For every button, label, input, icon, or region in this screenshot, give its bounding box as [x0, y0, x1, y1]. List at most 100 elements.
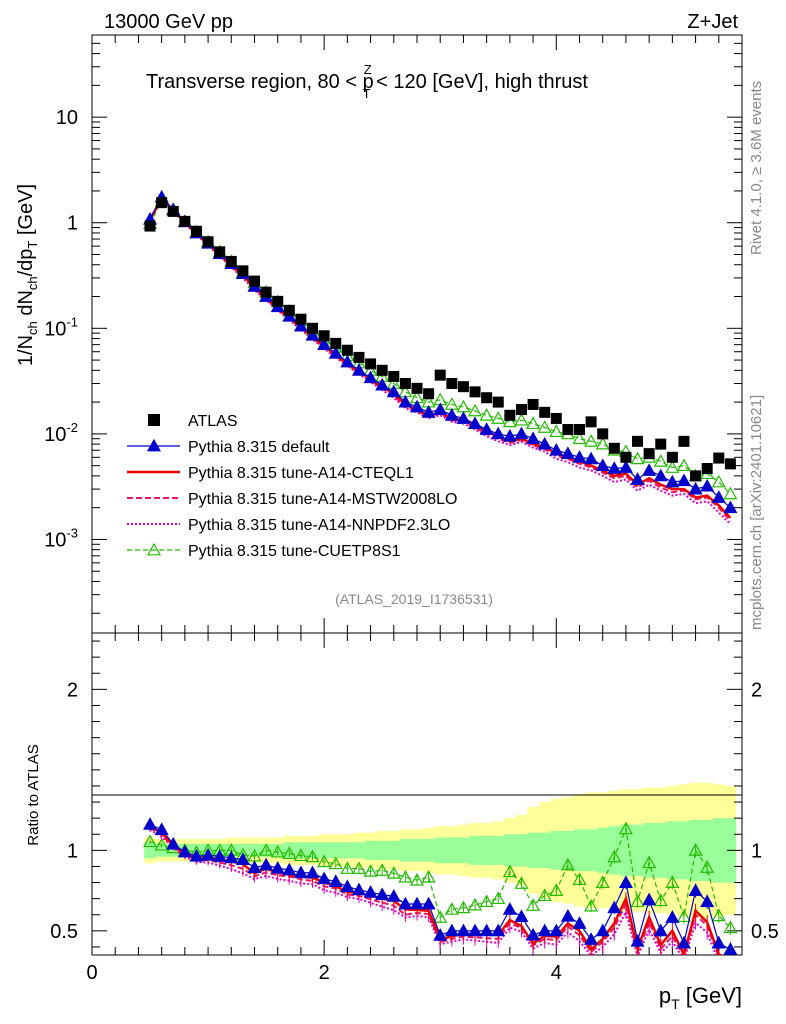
cuetp8s1-main-point — [723, 486, 738, 500]
atlas-point — [144, 220, 156, 232]
atlas-point — [434, 369, 446, 381]
default-ratio-point — [166, 836, 181, 850]
atlas-point — [504, 409, 516, 421]
default-ratio-point — [235, 852, 250, 865]
main-y-axis-label: 1/Nch dNch/dpT [GeV] — [15, 184, 40, 366]
plot-title: Transverse region, 80 < pZ T < 120 [GeV],… — [146, 62, 588, 101]
legend-mstw-label: Pythia 8.315 tune-A14-MSTW2008LO — [188, 491, 457, 508]
default-ratio-point — [293, 865, 308, 879]
default-ratio-point — [154, 822, 169, 835]
atlas-point — [666, 451, 678, 463]
atlas-point — [156, 197, 168, 209]
ratio-y-axis-label: Ratio to ATLAS — [25, 744, 42, 845]
cuetp8s1-ratio-point — [665, 875, 680, 888]
default-ratio-point — [642, 892, 657, 906]
default-main-point — [584, 451, 599, 465]
default-main-point — [595, 458, 610, 472]
default-ratio-point — [224, 850, 239, 864]
default-ratio-point — [630, 934, 645, 947]
cuetp8s1-ratio-point — [409, 872, 425, 886]
ratio-y-ticks: 0.5 0.5 1 1 2 2 — [50, 640, 779, 948]
default-ratio-point — [189, 848, 204, 862]
cuetp8s1-main-point — [468, 403, 483, 417]
y-tick-label: 10 — [56, 107, 78, 129]
default-main-point — [514, 426, 529, 440]
atlas-point — [655, 438, 667, 450]
atlas-point — [701, 462, 713, 474]
x-axis-label: pT [GeV] — [659, 983, 742, 1012]
atlas-point — [562, 424, 574, 436]
default-ratio-point — [560, 908, 575, 922]
ratio-data — [143, 817, 738, 955]
default-main-point — [305, 327, 320, 341]
default-main-point — [317, 337, 332, 351]
default-ratio-point — [340, 879, 355, 893]
atlas-point — [539, 406, 551, 418]
cuetp8s1-ratio-point — [421, 869, 436, 883]
cuetp8s1-ratio-point — [386, 866, 401, 879]
atlas-point — [283, 304, 295, 316]
cuetp8s1-main-point — [502, 414, 517, 428]
cuetp8s1-ratio-point — [305, 849, 320, 863]
legend-default-marker — [146, 438, 162, 452]
atlas-point — [678, 435, 690, 447]
cuetp8s1-ratio-point — [723, 920, 738, 934]
atlas-point — [167, 205, 179, 217]
cuetp8s1-ratio-point — [340, 861, 355, 874]
ratio-tick-label: 0.5 — [50, 921, 78, 943]
default-main-point — [665, 474, 680, 488]
default-main-point — [711, 490, 726, 503]
default-ratio-point — [328, 874, 343, 888]
atlas-point — [574, 424, 585, 436]
cuetp8s1-ratio-point — [491, 891, 506, 905]
cuetp8s1-ratio-point — [537, 888, 552, 902]
default-ratio-point — [201, 847, 216, 861]
default-ratio-point — [386, 889, 401, 902]
default-ratio-point — [247, 860, 262, 873]
atlas-point — [527, 398, 539, 410]
atlas-point — [399, 378, 411, 390]
atlas-point — [597, 428, 609, 440]
atlas-point — [272, 295, 284, 307]
cuetp8s1-ratio-point — [143, 834, 158, 848]
atlas-point — [713, 452, 725, 464]
default-ratio-point — [537, 923, 552, 937]
cuetp8s1-main-point — [537, 420, 552, 433]
legend: ATLAS Pythia 8.315 default Pythia 8.315 tu… — [127, 413, 457, 560]
ratio-band-inner — [144, 818, 737, 883]
default-ratio-point — [375, 887, 390, 901]
cuetp8s1-main-point — [479, 408, 494, 421]
atlas-point — [550, 412, 562, 424]
atlas-point — [411, 382, 423, 394]
atlas-point — [492, 396, 504, 408]
cuetp8s1-ratio-point — [526, 898, 541, 911]
atlas-point — [260, 286, 272, 298]
cuetp8s1-ratio-point — [502, 864, 517, 878]
default-main-point — [642, 463, 657, 476]
cuetp8s1-ratio-point — [595, 875, 610, 888]
cuetp8s1-ratio-point — [560, 857, 575, 871]
default-main-point — [676, 473, 691, 487]
default-main-point — [433, 402, 448, 415]
title-sub: T — [363, 86, 371, 101]
default-main-point — [468, 416, 483, 430]
default-main-point — [398, 394, 413, 408]
cuetp8s1-ratio-point — [618, 821, 633, 835]
ratio-bands — [144, 782, 737, 918]
x-tick-label: 2 — [319, 962, 330, 984]
cuetp8s1-main-point — [665, 460, 680, 473]
default-ratio-point — [502, 902, 517, 915]
legend-default-label: Pythia 8.315 default — [188, 439, 330, 456]
default-ratio-point — [514, 909, 529, 923]
default-ratio-point — [270, 861, 285, 874]
atlas-point — [481, 392, 493, 404]
default-main-point — [479, 422, 494, 435]
default-main-point — [491, 426, 506, 440]
cuetp8s1-ratio-point — [688, 843, 703, 856]
cuetp8s1-main-point — [526, 416, 541, 430]
default-ratio-point — [700, 894, 715, 908]
cuetp8s1-main-point — [676, 458, 691, 472]
ratio-tick-label: 2 — [67, 679, 78, 701]
default-main-point — [549, 442, 564, 456]
